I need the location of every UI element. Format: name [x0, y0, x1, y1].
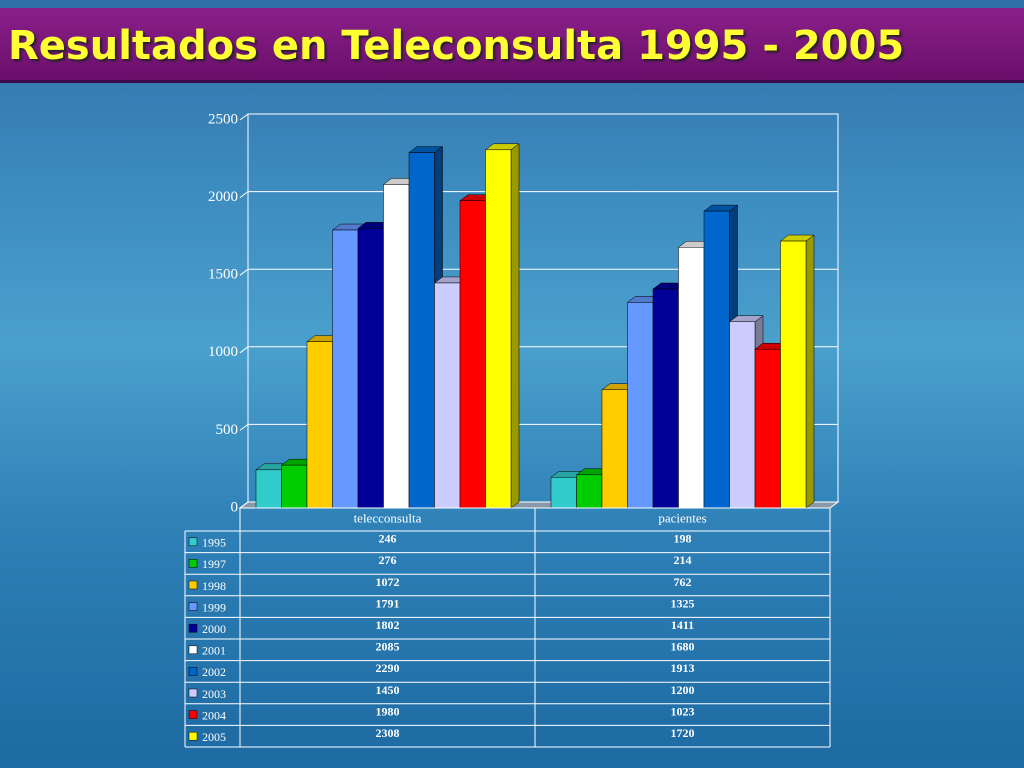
- bar: [678, 247, 705, 509]
- slide-title: Resultados en Teleconsulta 1995 - 2005: [8, 23, 905, 69]
- legend-swatch: [188, 645, 198, 655]
- x-tick-label: pacientes: [658, 510, 706, 525]
- table-value: 1791: [376, 596, 400, 610]
- table-value: 1200: [671, 683, 695, 697]
- table-value: 198: [674, 532, 692, 546]
- table-value: 246: [379, 532, 397, 546]
- bar: [627, 302, 654, 509]
- table-value: 762: [674, 575, 692, 589]
- table-value: 1411: [671, 618, 694, 632]
- bar: [281, 464, 308, 509]
- legend-swatch: [188, 537, 198, 547]
- bar: [754, 348, 781, 509]
- table-value: 276: [379, 553, 397, 567]
- table-value: 1980: [376, 704, 400, 718]
- bar: [306, 341, 333, 509]
- bar: [485, 149, 512, 509]
- bar-side: [805, 234, 815, 509]
- bar-side: [510, 143, 520, 509]
- legend-swatch: [188, 623, 198, 633]
- table-value: 214: [674, 553, 692, 567]
- y-tick-label: 0: [231, 499, 239, 515]
- table-value: 2085: [376, 640, 400, 654]
- bar: [652, 288, 679, 509]
- y-tick-label: 2500: [208, 111, 238, 127]
- table-value: 2308: [376, 726, 400, 740]
- table-value: 1720: [671, 726, 695, 740]
- table-value: 1450: [376, 683, 400, 697]
- bar: [459, 200, 486, 509]
- bar: [434, 282, 461, 509]
- bar: [576, 474, 603, 509]
- bar: [255, 469, 282, 509]
- legend-label: 1998: [202, 579, 226, 593]
- legend-label: 2004: [202, 708, 226, 722]
- table-value: 1023: [671, 704, 695, 718]
- table-value: 1802: [376, 618, 400, 632]
- table-value: 1325: [671, 596, 695, 610]
- legend-swatch: [188, 688, 198, 698]
- y-tick-label: 1000: [208, 344, 238, 360]
- table-value: 1072: [376, 575, 400, 589]
- legend-label: 1999: [202, 600, 226, 614]
- y-tick-label: 1500: [208, 267, 238, 283]
- bar: [357, 228, 384, 509]
- bar: [729, 321, 756, 509]
- x-tick-label: telecconsulta: [354, 510, 422, 525]
- bar: [601, 389, 628, 509]
- y-tick-label: 500: [216, 422, 239, 438]
- grid-line: [239, 113, 838, 121]
- y-tick-label: 2000: [208, 189, 238, 205]
- legend-label: 2005: [202, 730, 226, 744]
- table-value: 1680: [671, 640, 695, 654]
- legend-swatch: [188, 580, 198, 590]
- legend-label: 2000: [202, 622, 226, 636]
- bar: [703, 210, 730, 509]
- bar: [550, 477, 577, 509]
- legend-swatch: [188, 731, 198, 741]
- title-band: [0, 8, 1024, 83]
- table-value: 2290: [376, 661, 400, 675]
- legend-label: 2002: [202, 665, 226, 679]
- legend-label: 1997: [202, 557, 226, 571]
- bar: [780, 240, 807, 509]
- grid-line: [239, 191, 838, 199]
- bar: [332, 229, 359, 509]
- legend-label: 1995: [202, 536, 226, 550]
- bar: [383, 184, 410, 509]
- grid-line: [239, 268, 838, 276]
- legend-swatch: [188, 559, 198, 568]
- table-value: 1913: [671, 661, 695, 675]
- legend-swatch: [188, 602, 198, 611]
- legend-swatch: [188, 710, 198, 719]
- bar: [408, 152, 435, 509]
- legend-swatch: [188, 667, 198, 676]
- legend-label: 2003: [202, 687, 226, 701]
- legend-label: 2001: [202, 644, 226, 658]
